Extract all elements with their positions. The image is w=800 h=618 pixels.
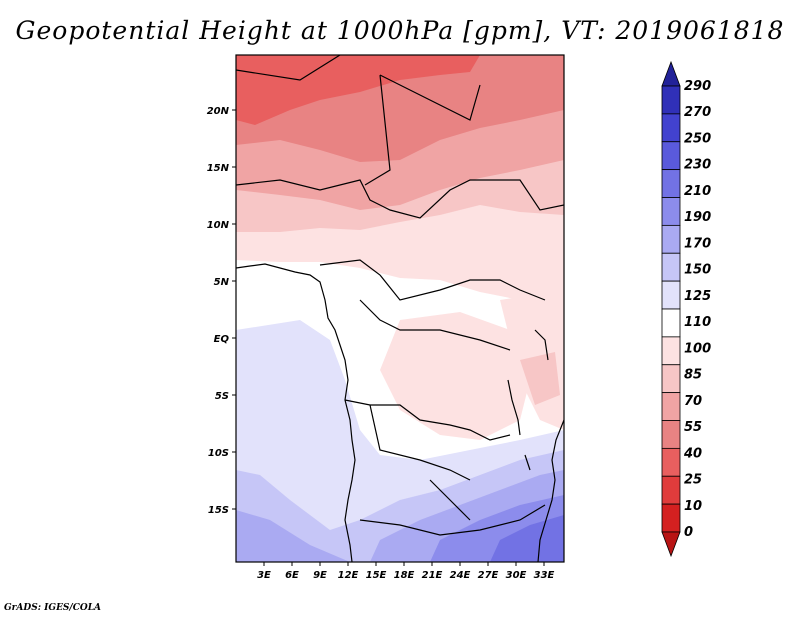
colorbar-label: 270: [684, 105, 711, 120]
southern-borders: [359, 479, 546, 536]
lon-label: 6E: [285, 570, 299, 581]
colorbar-label: 250: [684, 131, 711, 146]
lon-label: 30E: [506, 570, 527, 581]
lon-label: 12E: [338, 570, 359, 581]
colorbar-segment: [661, 113, 681, 143]
coastlines-borders: [236, 55, 564, 562]
lon-axis: 3E 6E 9E 12E 15E 18E 21E 24E 27E 30E 33E: [257, 562, 555, 581]
lat-label: 10S: [208, 448, 229, 459]
lat-label: EQ: [214, 334, 230, 345]
colorbar-segment: [661, 420, 681, 449]
colorbar-label: 100: [684, 341, 711, 356]
colorbar-label: 85: [684, 368, 702, 383]
central-borders: [319, 259, 546, 351]
colorbar-segment: [661, 531, 681, 558]
colorbar-label: 210: [684, 184, 711, 199]
lat-label: 5S: [215, 391, 229, 402]
colorbar-label: 230: [684, 158, 711, 173]
lon-label: 18E: [394, 570, 415, 581]
patch-85-100-c: [520, 352, 560, 405]
colorbar-label: 10: [684, 499, 702, 514]
lat-label: 15S: [208, 505, 229, 516]
west-africa-coast: [236, 263, 356, 562]
colorbar-segment: [661, 475, 681, 505]
colorbar-segment: [661, 364, 681, 394]
band-210-230: [490, 515, 564, 562]
colorbar-segment: [661, 503, 681, 533]
colorbar-label: 40: [683, 446, 702, 461]
lon-label: 9E: [313, 570, 327, 581]
colorbar-segment: [661, 60, 681, 87]
lat-label: 5N: [214, 277, 230, 288]
colorbar-label: 125: [684, 289, 711, 304]
colorbar-segment: [661, 169, 681, 198]
map-title: Geopotential Height at 1000hPa [gpm], VT…: [15, 16, 785, 45]
height-field: [236, 55, 564, 562]
band-25-40: [236, 55, 480, 125]
colorbar-segment: [661, 336, 681, 366]
colorbar-segment: [661, 141, 681, 171]
colorbar-segment: [661, 280, 681, 310]
colorbar-label: 290: [684, 79, 711, 94]
colorbar-label: 150: [684, 263, 711, 278]
lon-label: 24E: [450, 570, 471, 581]
lon-label: 27E: [478, 570, 499, 581]
colorbar-segment: [661, 308, 681, 338]
colorbar-label: 0: [684, 525, 693, 540]
lon-label: 33E: [534, 570, 555, 581]
lat-axis: 20N 15N 10N 5N EQ 5S 10S 15S: [207, 106, 236, 516]
lon-label: 21E: [422, 570, 443, 581]
colorbar-label: 55: [684, 420, 702, 435]
lat-label: 20N: [207, 106, 230, 117]
colorbar-label: 25: [684, 473, 702, 488]
lon-label: 15E: [366, 570, 387, 581]
colorbar-segment: [661, 252, 681, 282]
congo-borders: [344, 399, 511, 481]
lat-label: 10N: [207, 220, 230, 231]
colorbar-segment: [661, 447, 681, 477]
map-frame: [235, 54, 565, 563]
colorbar-label: 110: [684, 315, 711, 330]
lon-label: 3E: [257, 570, 271, 581]
colorbar-label: 170: [684, 236, 711, 251]
colorbar-segment: [661, 224, 681, 254]
colorbar-segment: [661, 392, 681, 421]
east-africa-coast: [537, 419, 564, 562]
lat-label: 15N: [207, 163, 230, 174]
sahel-borders: [236, 179, 564, 219]
northern-border: [236, 55, 481, 186]
colorbar-segment: [661, 85, 681, 115]
grads-credit: GrADS: IGES/COLA: [4, 603, 102, 613]
colorbar-label: 190: [684, 210, 711, 225]
great-lakes: [507, 329, 549, 471]
colorbar: 2902702502302101901701501251101008570554…: [661, 60, 711, 558]
colorbar-label: 70: [684, 394, 702, 409]
colorbar-segment: [661, 197, 681, 226]
